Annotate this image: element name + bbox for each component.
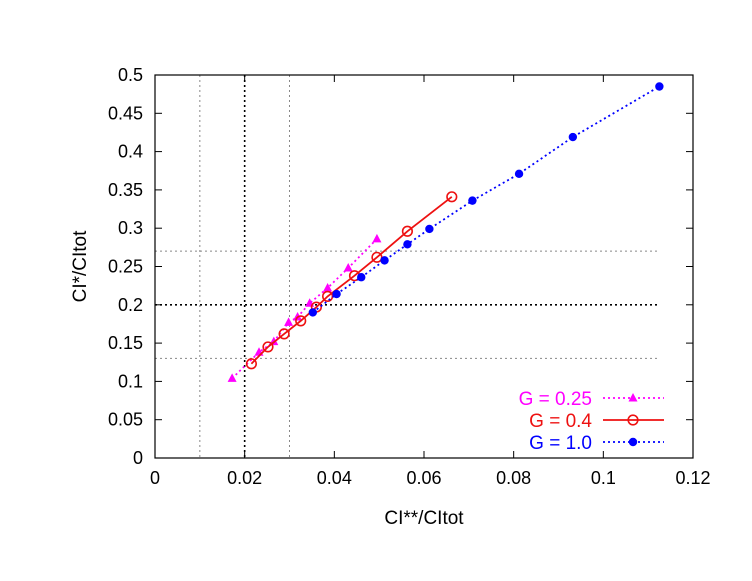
x-tick-label: 0.02	[227, 468, 262, 488]
legend-marker	[628, 437, 638, 447]
x-tick-label: 0	[150, 468, 160, 488]
data-point	[305, 298, 315, 307]
y-tick-label: 0.15	[108, 333, 143, 353]
data-point	[227, 373, 237, 382]
legend-label: G = 0.25	[519, 389, 592, 410]
data-point	[245, 358, 257, 370]
data-point	[308, 308, 318, 317]
x-tick-label: 0.06	[406, 468, 441, 488]
x-tick-label: 0.12	[675, 468, 710, 488]
data-point	[343, 263, 353, 272]
x-tick-label: 0.1	[591, 468, 616, 488]
y-tick-label: 0.5	[118, 65, 143, 85]
data-point	[332, 289, 341, 299]
data-point	[425, 224, 434, 234]
legend-entry: G = 0.4	[529, 411, 664, 432]
y-tick-label: 0.1	[118, 371, 143, 391]
data-point	[254, 347, 264, 356]
data-point	[323, 282, 333, 292]
y-axis-label: CI*/CItot	[70, 230, 91, 303]
series-line	[231, 238, 378, 379]
data-point	[403, 240, 412, 249]
y-tick-label: 0.35	[108, 180, 143, 200]
legend-label: G = 0.4	[529, 411, 592, 432]
data-point	[468, 196, 477, 205]
y-tick-label: 0.25	[108, 257, 143, 277]
series-layer	[227, 82, 664, 382]
legend-label: G = 1.0	[529, 433, 592, 454]
data-point	[278, 328, 290, 340]
data-point	[514, 169, 524, 179]
plot-frame	[154, 74, 694, 459]
y-tick-label: 0	[133, 448, 143, 468]
y-tick-label: 0.2	[118, 295, 143, 315]
data-point	[568, 132, 578, 142]
x-tick-label: 0.08	[496, 468, 531, 488]
data-point	[357, 273, 366, 282]
legend: G = 0.25G = 0.4G = 1.0	[519, 389, 664, 454]
series-line	[312, 85, 660, 314]
data-point	[401, 225, 414, 237]
series-line	[250, 196, 453, 365]
data-point	[372, 233, 382, 243]
reference-lines	[155, 75, 658, 458]
data-point	[262, 341, 274, 353]
legend-entry: G = 0.25	[519, 389, 664, 410]
data-point	[380, 256, 389, 265]
data-point	[284, 317, 294, 326]
series	[308, 82, 664, 317]
data-point	[655, 82, 664, 91]
y-tick-label: 0.3	[118, 218, 143, 238]
series	[245, 191, 458, 370]
y-tick-label: 0.4	[118, 142, 143, 162]
y-tick-label: 0.45	[108, 103, 143, 123]
x-tick-label: 0.04	[317, 468, 352, 488]
legend-marker	[627, 414, 639, 426]
data-point	[446, 191, 458, 203]
x-axis-label: CI**/CItot	[384, 508, 464, 529]
y-axis: 0 0.05 0.1 0.15 0.2 0.25 0.3 0.35 0.4 0.45 0.5	[108, 65, 693, 468]
data-point	[295, 315, 307, 327]
legend-marker	[628, 393, 638, 402]
y-tick-label: 0.05	[108, 410, 143, 430]
x-axis: 0 0.02 0.04 0.06 0.08 0.1 0.12	[150, 75, 711, 488]
legend-entry: G = 1.0	[529, 433, 664, 454]
